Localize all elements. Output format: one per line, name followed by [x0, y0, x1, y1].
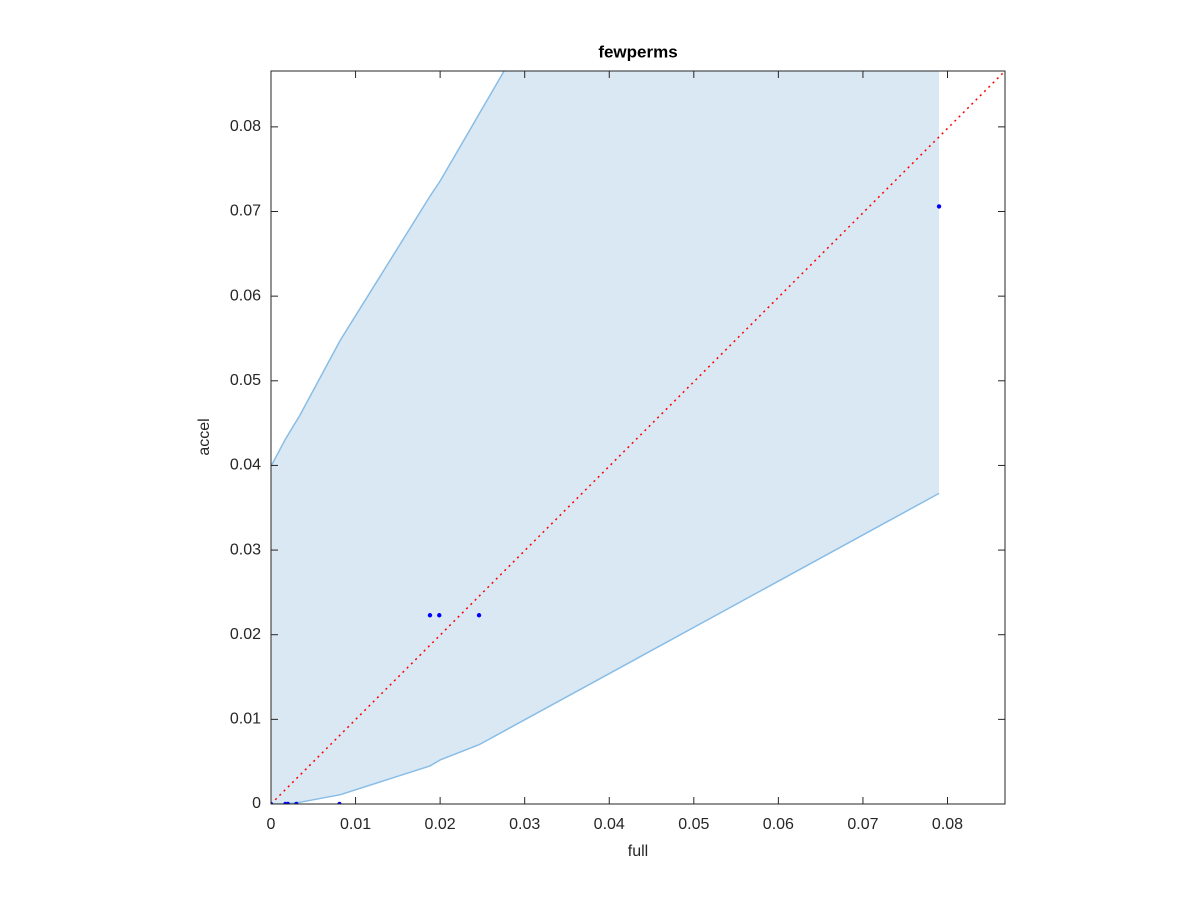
x-tick-label: 0.02 — [425, 816, 456, 833]
point — [271, 801, 274, 804]
y-tick-label: 0.07 — [230, 203, 261, 220]
y-tick-label: 0.04 — [230, 457, 261, 474]
point — [437, 613, 442, 618]
reference-line — [271, 71, 1005, 804]
point — [936, 204, 942, 209]
x-tick-label: 0.01 — [340, 816, 371, 833]
x-tick-label: 0.05 — [678, 816, 709, 833]
point — [294, 801, 299, 804]
y-tick-label: 0.01 — [230, 711, 261, 728]
point — [476, 613, 482, 618]
y-tick-label: 0 — [252, 795, 261, 812]
axes-box — [270, 70, 1006, 805]
band-upper — [271, 71, 505, 467]
band-area — [271, 71, 940, 804]
x-tick-label: 0.06 — [763, 816, 794, 833]
y-tick-label: 0.05 — [230, 372, 261, 389]
x-tick-label: 0.07 — [847, 816, 878, 833]
x-tick-label: 0.04 — [594, 816, 625, 833]
point — [427, 613, 433, 618]
y-tick-label: 0.08 — [230, 118, 261, 135]
x-tick-label: 0.08 — [932, 816, 963, 833]
y-tick-label: 0.06 — [230, 287, 261, 304]
y-tick-label: 0.02 — [230, 626, 261, 643]
x-tick-label: 0.03 — [509, 816, 540, 833]
chart-title: fewperms — [598, 42, 677, 61]
x-tick-label: 0 — [267, 816, 276, 833]
point — [337, 801, 342, 804]
y-tick-label: 0.03 — [230, 541, 261, 558]
point — [285, 801, 291, 804]
axes — [270, 70, 1006, 805]
x-axis-label: full — [628, 843, 648, 860]
y-axis-label: accel — [196, 418, 213, 455]
